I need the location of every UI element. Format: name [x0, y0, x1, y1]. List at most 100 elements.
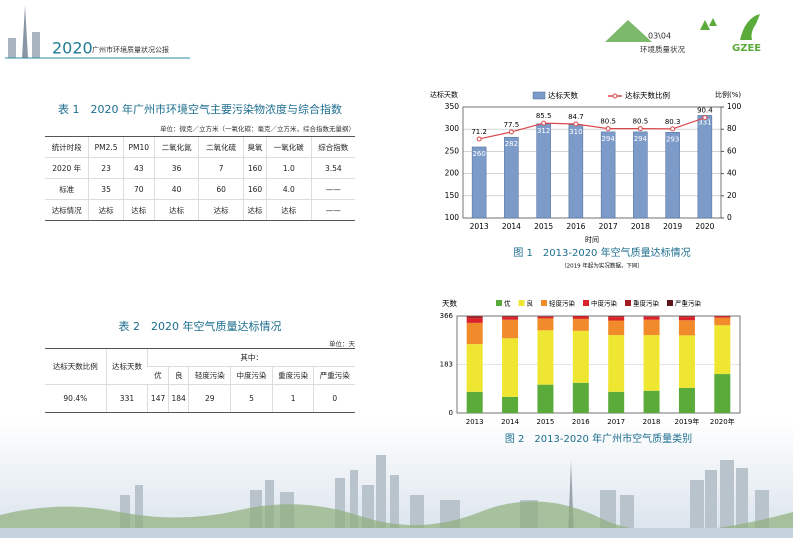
data-label: 80.5	[600, 118, 616, 126]
bar-segment	[466, 344, 483, 392]
mountain-icon	[605, 20, 652, 42]
bar-segment	[502, 317, 519, 320]
data-label: 312	[537, 127, 550, 135]
table-cell: 90.4%	[45, 384, 107, 413]
x-tick-label: 2014	[502, 222, 521, 231]
data-label: 294	[634, 135, 648, 143]
table-cell: 160	[242, 157, 267, 179]
bar-segment	[608, 316, 625, 318]
x-tick-label: 2019	[663, 222, 682, 231]
legend-swatch	[583, 300, 589, 306]
header-title: 广州市环境质量状况公报	[92, 45, 169, 54]
table-unit: 单位：天	[329, 340, 355, 348]
bar-segment	[502, 338, 519, 397]
legend-label: 严重污染	[675, 299, 702, 308]
table-cell: 4.0	[265, 178, 312, 200]
table-cell: 达标情况	[45, 199, 89, 221]
bar-segment	[572, 318, 589, 331]
bar-segment	[537, 316, 554, 319]
x-tick-label: 2016	[566, 222, 585, 231]
building-icon	[32, 32, 40, 58]
column-header: 统计时段	[45, 136, 89, 158]
star-icon	[700, 18, 717, 30]
table-cell: 达标	[265, 199, 312, 221]
table-cell: 36	[153, 157, 199, 179]
legend-swatch	[541, 300, 547, 306]
y-tick-label: 250	[445, 146, 460, 155]
bar-segment	[466, 316, 483, 319]
table-cell: 达标	[153, 199, 199, 221]
bar-segment	[678, 316, 695, 318]
chart-title: 图 2 2013-2020 年广州市空气质量类别	[505, 432, 692, 445]
chart: 0 183 366 天数 2013 2014 2015 2016 2017 2018 2019年 20…	[440, 298, 741, 445]
bar-segment	[572, 330, 589, 383]
y-tick-label: 300	[445, 124, 460, 133]
bar-segment	[572, 316, 589, 317]
column-header: 其中：	[147, 348, 355, 367]
legend-swatch	[532, 91, 546, 100]
point	[508, 129, 514, 135]
table-unit: 单位：微克／立方米（一氧化碳：毫克／立方米，综合指数无量纲）	[160, 125, 355, 133]
legend-label: 中度污染	[591, 299, 618, 308]
data-label: 294	[601, 135, 615, 143]
table-row: 优良轻度污染 中度污染 重度污染 严重污染	[45, 366, 355, 385]
table-cell: 70	[122, 178, 155, 200]
bar-segment	[714, 316, 731, 318]
table-cell: 3.54	[310, 157, 355, 179]
bar-segment	[714, 325, 731, 375]
bar-segment	[678, 320, 695, 336]
bar-segment	[466, 391, 483, 413]
bar	[471, 146, 487, 219]
header-section: 环境质量状况	[640, 44, 685, 54]
table-cell: 160	[242, 178, 267, 200]
bar-segment	[608, 317, 625, 321]
bar-segment	[678, 317, 695, 321]
table: 达标天数比例 达标天数 其中：优良轻度污染 中度污染 重度污染 严重污染 90.4% 331 1…	[45, 348, 355, 413]
x-tick-label: 2016	[572, 418, 590, 426]
table-cell: 5	[230, 384, 273, 413]
table-cell: 43	[122, 157, 155, 179]
bar-segment	[608, 320, 625, 336]
table-cell: 1	[271, 384, 314, 413]
column-header: 达标天数	[105, 348, 148, 385]
column-header: 良	[167, 366, 189, 385]
tower-icon	[22, 5, 28, 58]
table-cell: 2020 年	[45, 157, 89, 179]
bar-segment	[643, 316, 660, 320]
x-tick-label: 2015	[537, 418, 555, 426]
y-tick-label: 0	[449, 409, 453, 417]
header-page: 03\04	[648, 32, 671, 41]
chart: 100 150 200 250 300 350 0 20 40 60 80 100 达标天数 比例(%) 时…	[430, 90, 742, 270]
x-tick-label: 2017	[599, 222, 618, 231]
x-tick-label: 2019年	[675, 417, 700, 426]
legend-swatch	[496, 300, 502, 306]
table-row: 90.4% 331 147 184 29 5 1 0	[45, 384, 355, 413]
water	[0, 528, 793, 538]
table-row: 标准 35 70 40 60 160 4.0 ——	[45, 178, 355, 200]
bar-segment	[502, 316, 519, 318]
data-label: 310	[569, 128, 582, 136]
bar	[536, 123, 551, 219]
table-row: 统计时段 PM2.5 PM10 二氧化氮 二氧化硫 臭氧 一氧化碳 综合指数	[45, 136, 355, 158]
data-label: 71.2	[471, 128, 487, 136]
plot-frame	[462, 106, 722, 219]
column-header: 达标天数比例	[45, 348, 107, 385]
header-logo: GZEE	[732, 43, 761, 54]
column-header: PM2.5	[88, 136, 124, 158]
bar-segment	[537, 330, 554, 385]
point	[702, 115, 708, 121]
y-tick-label: 350	[445, 102, 460, 111]
table-cell: 标准	[45, 178, 89, 200]
bar-segment	[502, 319, 519, 339]
bar-segment	[608, 391, 625, 413]
data-label: 85.5	[536, 112, 552, 120]
table-row: 达标情况 达标 达标 达标 达标 达标 达标 ——	[45, 199, 355, 221]
bar-segment	[678, 335, 695, 388]
x-tick-label: 2013	[466, 418, 484, 426]
column-header: 严重污染	[313, 366, 355, 385]
column-header: 综合指数	[310, 136, 355, 158]
chart-note: （2019 年起为实况数据，下同）	[561, 262, 643, 270]
y-tick-label: 100	[445, 213, 460, 222]
